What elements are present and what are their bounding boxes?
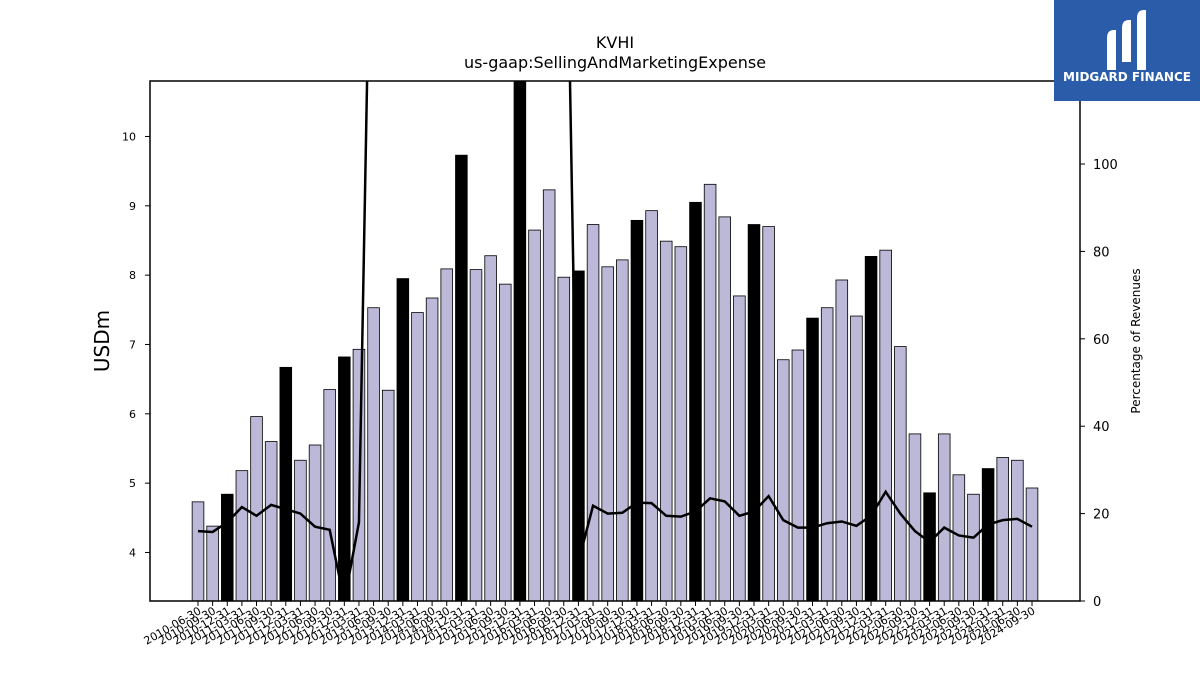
- bar-2024-06-30: [1011, 459, 1024, 602]
- bar-2018-09-30: [674, 246, 688, 602]
- bar-2016-09-30: [557, 276, 571, 602]
- bar-2022-06-30: [894, 346, 907, 602]
- bar-2016-06-30: [542, 189, 556, 602]
- x-axis-ticks: 2010-06-302010-09-302010-12-312011-03-31…: [142, 601, 1038, 648]
- y-axis-label: USDm: [90, 310, 114, 372]
- y2-axis-label: Percentage of Revenues: [1129, 268, 1143, 413]
- bar-2015-12-31: [513, 80, 527, 602]
- bar-2011-06-30: [250, 416, 263, 602]
- bar-2017-12-31: [630, 219, 644, 602]
- bar-2010-12-31: [221, 493, 234, 602]
- bar-2012-03-31: [294, 459, 307, 602]
- bar-2024-09-30: [1025, 487, 1039, 602]
- y2-tick-label: 40: [1093, 420, 1110, 435]
- bar-2020-03-31: [762, 226, 775, 602]
- y-tick-label: 6: [129, 408, 136, 421]
- bar-2014-12-31: [455, 154, 468, 602]
- bar-2017-06-30: [601, 266, 614, 602]
- logo-mark-icon: [1107, 10, 1146, 70]
- bar-2017-03-31: [586, 224, 600, 602]
- bar-2024-03-31: [996, 457, 1009, 602]
- plot-frame: [149, 80, 1081, 602]
- chart-title: KVHI: [596, 33, 634, 52]
- logo: MIDGARD FINANCE: [1054, 0, 1200, 101]
- bar-2015-03-31: [469, 269, 483, 602]
- bar-2017-09-30: [616, 259, 629, 602]
- bar-2011-12-31: [279, 366, 293, 602]
- y2-axis-ticks: 0 20 40 60 80 100: [1080, 158, 1118, 610]
- bar-2018-03-31: [645, 210, 658, 602]
- y-tick-label: 8: [129, 269, 136, 282]
- bar-2020-12-31: [806, 317, 819, 602]
- bar-2012-12-31: [338, 356, 351, 602]
- y2-tick-label: 0: [1093, 595, 1101, 610]
- bar-2013-09-30: [381, 389, 395, 602]
- bar-2022-03-31: [879, 249, 892, 602]
- bar-2011-09-30: [264, 441, 278, 602]
- bar-2019-06-30: [718, 216, 731, 602]
- bar-2015-09-30: [499, 283, 512, 602]
- bar-2011-03-31: [235, 470, 249, 602]
- bar-2010-06-30: [191, 501, 205, 602]
- bar-2023-03-31: [937, 433, 951, 602]
- bar-2022-12-31: [923, 492, 936, 602]
- bar-2014-06-30: [425, 297, 439, 602]
- y2-tick-label: 60: [1093, 333, 1110, 348]
- bars-group: [191, 80, 1039, 602]
- bar-2021-09-30: [850, 315, 863, 602]
- bar-2019-12-31: [747, 224, 761, 602]
- bar-2021-03-31: [820, 307, 834, 602]
- bar-2010-09-30: [206, 525, 219, 602]
- bar-2016-03-31: [528, 229, 541, 602]
- bar-2023-09-30: [967, 493, 980, 602]
- logo-text: MIDGARD FINANCE: [1063, 70, 1191, 84]
- bar-2018-06-30: [659, 240, 673, 602]
- bar-2012-09-30: [323, 389, 336, 602]
- y-axis-ticks: 4 5 6 7 8 9 10: [122, 130, 150, 559]
- bar-2019-09-30: [733, 295, 746, 602]
- bar-2018-12-31: [689, 201, 702, 602]
- y-tick-label: 9: [129, 200, 136, 213]
- bar-2022-09-30: [908, 433, 922, 602]
- bar-2015-06-30: [484, 255, 497, 602]
- y-tick-label: 7: [129, 338, 136, 351]
- y2-tick-label: 80: [1093, 245, 1110, 260]
- chart-subtitle: us-gaap:SellingAndMarketingExpense: [464, 53, 766, 72]
- bar-2019-03-31: [703, 183, 717, 602]
- percentage-line: [197, 81, 1033, 601]
- bar-2023-06-30: [952, 474, 966, 602]
- bar-2023-12-31: [981, 468, 995, 602]
- bar-2014-09-30: [440, 268, 453, 602]
- y2-tick-label: 20: [1093, 508, 1110, 523]
- bar-2020-06-30: [777, 359, 790, 602]
- bar-2020-09-30: [791, 349, 805, 602]
- y2-tick-label: 100: [1093, 158, 1118, 173]
- bar-2013-12-31: [396, 278, 410, 602]
- bar-2021-12-31: [864, 256, 878, 602]
- y-tick-label: 10: [122, 130, 136, 143]
- y-tick-label: 4: [129, 546, 136, 559]
- bar-2014-03-31: [411, 312, 424, 602]
- bar-2021-06-30: [835, 279, 849, 602]
- y-tick-label: 5: [129, 477, 136, 490]
- bar-2013-06-30: [367, 307, 380, 602]
